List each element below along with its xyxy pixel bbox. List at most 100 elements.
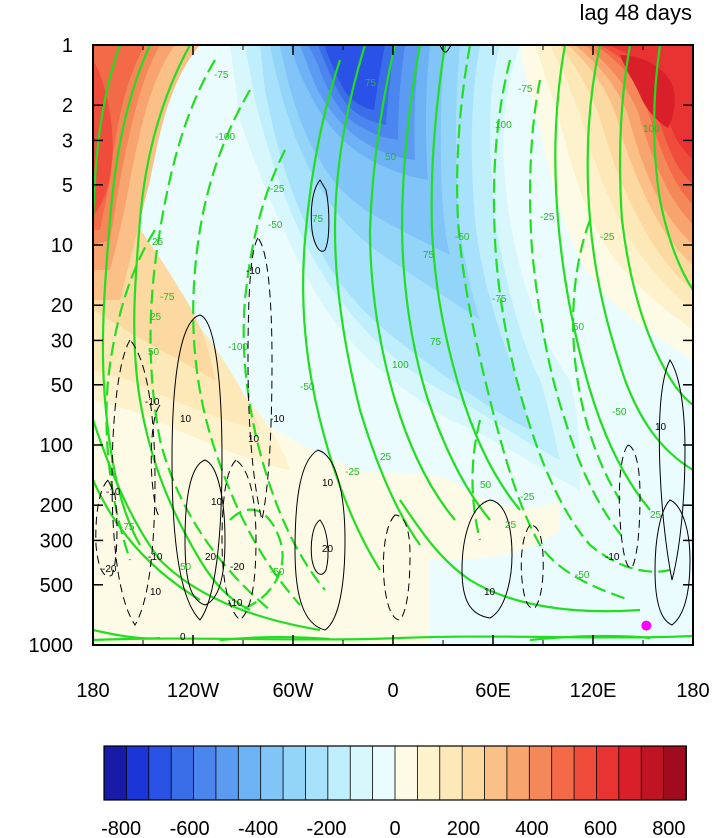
- x-tick-label: 120E: [570, 680, 617, 702]
- clabel: 0: [180, 632, 186, 643]
- colorbar-swatch: [103, 745, 128, 801]
- colorbar-label: -600: [170, 818, 210, 838]
- clabel: 25: [150, 312, 162, 323]
- y-tick-label: 1000: [29, 635, 74, 657]
- x-tick-label: 180: [76, 680, 109, 702]
- clabel: -10: [145, 397, 160, 408]
- location-marker: [641, 620, 652, 631]
- clabel: -10: [148, 552, 163, 563]
- clabel: -50: [575, 570, 590, 581]
- shade-r-red4: [608, 45, 693, 160]
- colorbar-label: -800: [101, 818, 141, 838]
- clabel: -25: [600, 232, 615, 243]
- clabel: 20: [322, 544, 334, 555]
- clabel: -10: [228, 598, 243, 609]
- colorbar-label: 600: [584, 818, 617, 838]
- colorbar-swatch: [349, 745, 374, 801]
- colorbar-swatch: [528, 745, 553, 801]
- clabel: 100: [392, 360, 409, 371]
- clabel: 25: [505, 520, 517, 531]
- colorbar-swatch: [282, 745, 307, 801]
- clabel: 10: [322, 478, 334, 489]
- colorbar-label: 0: [389, 818, 400, 838]
- clabel: -75: [160, 292, 175, 303]
- colorbar-swatch: [416, 745, 441, 801]
- x-tick-label: 0: [387, 680, 398, 702]
- colorbar-swatch: [215, 745, 240, 801]
- colorbar-swatch: [394, 745, 419, 801]
- colorbar-label: 200: [447, 818, 480, 838]
- chart-title: lag 48 days: [579, 0, 692, 25]
- colorbar-swatch: [305, 745, 329, 801]
- colorbar-swatch: [484, 745, 508, 801]
- colorbar-swatch: [461, 745, 486, 801]
- clabel: -75: [492, 294, 507, 305]
- y-tick-label: 30: [51, 330, 73, 352]
- colorbar-label: -200: [307, 818, 347, 838]
- clabel: -50: [455, 232, 470, 243]
- x-tick-label: 60E: [475, 680, 511, 702]
- colorbar-swatch: [618, 745, 643, 801]
- y-tick-label: 50: [51, 375, 73, 397]
- clabel: 75: [423, 250, 435, 261]
- x-tick-label: 180: [676, 680, 709, 702]
- y-tick-label: 3: [62, 130, 73, 152]
- y-tick-label: 500: [40, 575, 73, 597]
- colorbar-frame: [103, 745, 687, 801]
- colorbar-swatch: [170, 745, 195, 801]
- shade-r-red5: [620, 55, 675, 128]
- colorbar-swatch: [327, 745, 352, 801]
- colorbar-swatch: [506, 745, 531, 801]
- colorbar: -800 -600 -400 -200 0 200 400 600 800: [101, 745, 687, 838]
- clabel: 75: [430, 337, 442, 348]
- colorbar-label: 800: [652, 818, 685, 838]
- y-tick-label: 20: [51, 295, 73, 317]
- shade-red-left3: [93, 60, 113, 215]
- x-tick-label: 60W: [272, 680, 313, 702]
- y-tick-label: 200: [40, 495, 73, 517]
- y-tick-label: 10: [51, 235, 73, 257]
- clabel: -50: [270, 567, 285, 578]
- y-tick-label: 300: [40, 530, 73, 552]
- clabel: -50: [268, 220, 283, 231]
- green-solid-contours: [93, 45, 693, 642]
- clabel: 25: [152, 237, 164, 248]
- clabel: -25: [540, 212, 555, 223]
- clabel: -25: [270, 184, 285, 195]
- clabel: 75: [365, 78, 377, 89]
- colorbar-swatch: [551, 745, 575, 801]
- clabel: -50: [612, 407, 627, 418]
- clabel: 10: [150, 587, 162, 598]
- colorbar-label: 400: [515, 818, 548, 838]
- y-tick-label: 1: [62, 35, 73, 57]
- clabel: 10: [211, 497, 223, 508]
- clabel: -10: [605, 552, 620, 563]
- clabel: 10: [655, 422, 667, 433]
- colorbar-swatch: [237, 745, 262, 801]
- colorbar-swatch: [596, 745, 620, 801]
- clabel: 10: [484, 587, 496, 598]
- clabel: -75: [518, 84, 533, 95]
- x-axis: 180 120W 60W 0 60E 120E 180: [76, 45, 710, 702]
- colorbar-swatch: [125, 745, 150, 801]
- colorbar-swatch: [193, 745, 217, 801]
- clabel: 10: [248, 434, 260, 445]
- clabel: -100: [215, 132, 235, 143]
- clabel: -10: [106, 487, 121, 498]
- clabel: -25: [520, 492, 535, 503]
- clabel: -10: [246, 266, 261, 277]
- colorbar-swatch: [663, 745, 687, 801]
- plot-area: -75 75 -75 100 -100 -25 25 -50 50 -75 75…: [93, 45, 693, 645]
- clabel: 10: [180, 414, 192, 425]
- colorbar-swatch: [260, 745, 284, 801]
- black-dashed-contours: [95, 237, 641, 626]
- clabel: 50: [148, 347, 160, 358]
- y-tick-label: 100: [40, 435, 73, 457]
- clabel: -75: [120, 522, 135, 533]
- colorbar-label: -400: [238, 818, 278, 838]
- clabel: 25: [650, 510, 662, 521]
- colorbar-swatch: [640, 745, 665, 801]
- clabel: 75: [312, 214, 324, 225]
